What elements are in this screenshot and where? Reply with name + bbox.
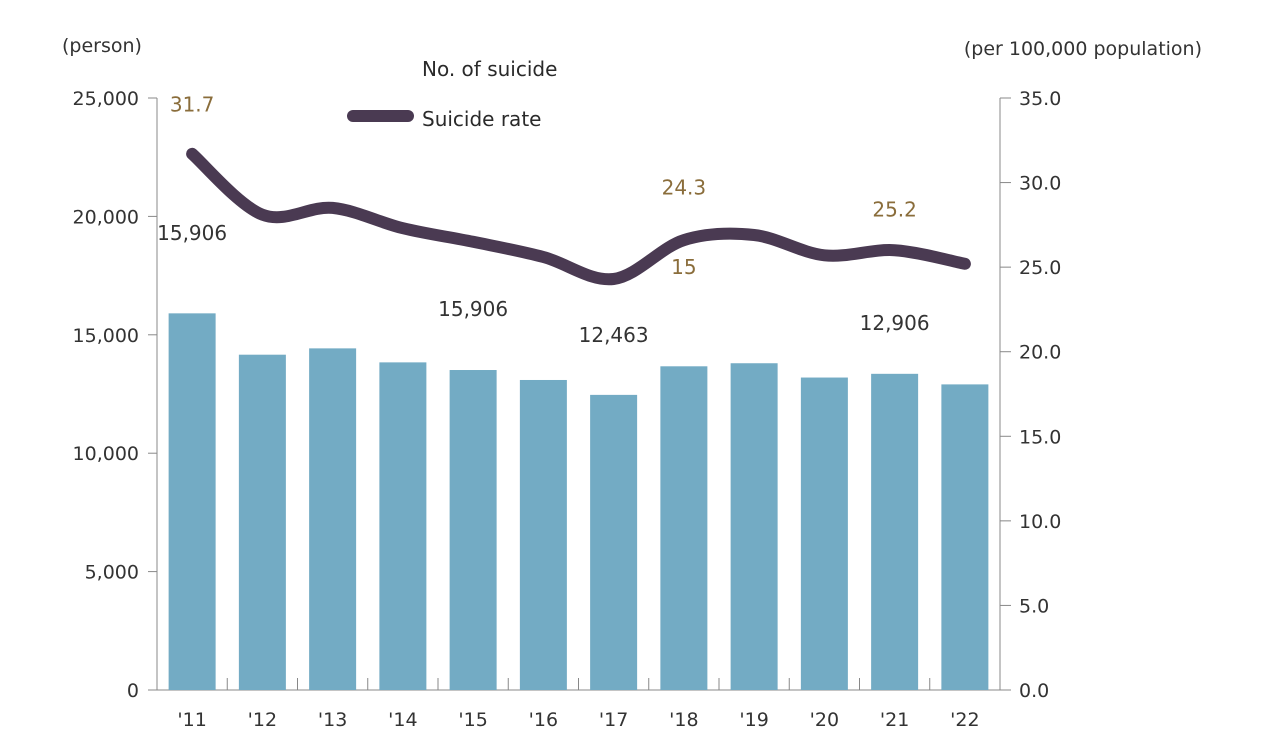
line-point	[964, 263, 966, 265]
line-point	[332, 207, 334, 209]
right-tick-label: 30.0	[1019, 173, 1061, 195]
x-tick-label: '16	[529, 709, 558, 731]
bar-value-label: 12,906	[860, 311, 930, 335]
bar-value-label: 15,906	[438, 297, 508, 321]
left-tick-label: 25,000	[73, 88, 139, 110]
line-point	[261, 214, 263, 216]
right-tick-label: 10.0	[1019, 511, 1061, 533]
bar	[871, 373, 919, 690]
data-labels: 15,906 15,906 12,463 12,906 31.7 24.3 15 25.2	[157, 93, 929, 347]
bar	[730, 363, 778, 690]
legend-label-line: Suicide rate	[422, 107, 541, 131]
line-point	[402, 227, 404, 229]
line-point	[753, 234, 755, 236]
line-point	[191, 153, 193, 155]
x-tick-label: '11	[177, 709, 206, 731]
line-point	[683, 239, 685, 241]
bar	[238, 354, 286, 690]
x-tick-label: '12	[248, 709, 277, 731]
line-point	[542, 256, 544, 258]
left-tick-label: 5,000	[85, 562, 139, 584]
axes: 0 5,000 10,000 15,000 20,000 25,000 0.0 5.0 10.0…	[73, 88, 1062, 731]
bar-value-label: 12,463	[579, 323, 649, 347]
bar	[309, 348, 357, 690]
legend: No. of suicide Suicide rate	[347, 57, 557, 131]
x-tick-label: '19	[739, 709, 768, 731]
right-tick-label: 15.0	[1019, 426, 1061, 448]
right-tick-label: 0.0	[1019, 680, 1049, 702]
bar	[590, 394, 638, 690]
rate-value-label: 25.2	[872, 197, 917, 221]
x-tick-label: '18	[669, 709, 698, 731]
left-axis-unit: (person)	[62, 35, 142, 57]
left-tick-label: 0	[127, 680, 139, 702]
x-tick-label: '22	[950, 709, 979, 731]
left-tick-label: 20,000	[73, 206, 139, 228]
rate-value-label: 15	[671, 255, 696, 279]
line-point	[472, 241, 474, 243]
legend-label-bars: No. of suicide	[422, 57, 557, 81]
x-tick-label: '21	[880, 709, 909, 731]
suicide-rate-line	[186, 147, 971, 286]
bar-series	[168, 313, 989, 690]
left-tick-label: 10,000	[73, 443, 139, 465]
right-axis-unit: (per 100,000 population)	[964, 38, 1202, 60]
right-tick-label: 35.0	[1019, 88, 1061, 110]
bar-value-label: 15,906	[157, 221, 227, 245]
bar	[660, 366, 708, 690]
right-tick-label: 25.0	[1019, 257, 1061, 279]
x-tick-label: '13	[318, 709, 347, 731]
rate-value-label: 24.3	[662, 175, 707, 199]
x-tick-label: '14	[388, 709, 417, 731]
bar	[519, 379, 567, 690]
line-point	[613, 278, 615, 280]
bar	[800, 377, 848, 690]
right-tick-label: 20.0	[1019, 342, 1061, 364]
bar	[379, 362, 427, 690]
line-point	[823, 254, 825, 256]
x-tick-label: '17	[599, 709, 628, 731]
right-tick-label: 5.0	[1019, 595, 1049, 617]
left-tick-label: 15,000	[73, 325, 139, 347]
x-tick-label: '15	[458, 709, 487, 731]
rate-value-label: 31.7	[170, 93, 215, 117]
line-point	[894, 249, 896, 251]
bar	[449, 370, 497, 690]
x-tick-label: '20	[810, 709, 839, 731]
bar	[168, 313, 216, 690]
bar	[941, 384, 989, 690]
line-series	[186, 147, 971, 286]
